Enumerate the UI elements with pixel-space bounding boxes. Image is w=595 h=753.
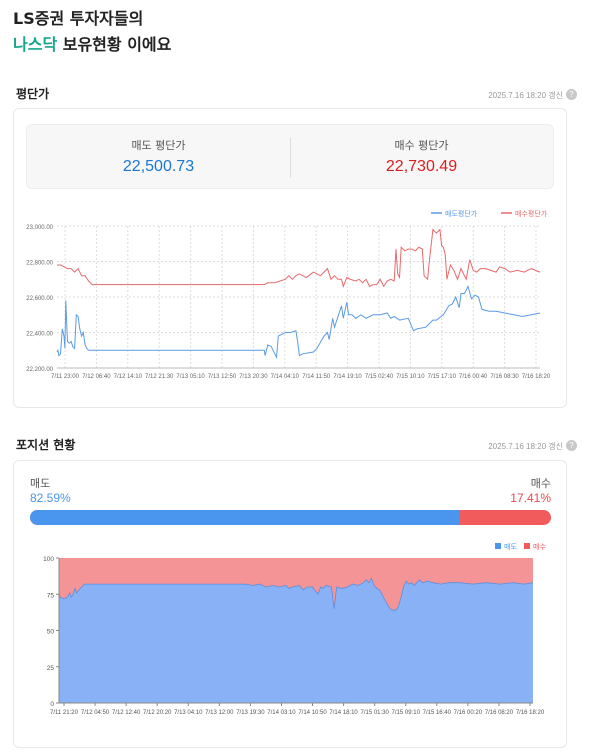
help-icon[interactable]: ? [566,89,577,100]
x-tick-label: 7/13 12:00 [205,710,234,716]
title-rest: 보유현황 이에요 [57,35,172,54]
y-tick-label: 22,800.00 [26,261,53,267]
legend-label: 매도 [504,543,517,551]
title-highlight: 나스닥 [13,35,58,54]
legend-swatch [524,543,530,549]
position-area-chart: 0 25 50 75 100 7/11 21:20 7/12 04:50 7/12 12:40… [43,543,546,716]
x-tick-label: 7/16 00:40 [459,374,488,380]
avg-price-card: 매도 평단가 22,500.73 매수 평단가 22,730.49 22,200… [13,108,567,408]
x-tick-label: 7/12 04:50 [81,710,110,716]
help-icon[interactable]: ? [566,440,577,451]
x-tick-label: 7/16 18:20 [516,710,545,716]
y-tick-label: 25 [47,665,55,672]
x-tick-label: 7/11 23:00 [51,374,80,380]
series-line [56,285,541,360]
sell-avg-value: 22,500.73 [122,158,195,175]
x-tick-label: 7/14 04:10 [271,374,300,380]
sell-position-label: 매도 [30,477,51,490]
x-tick-label: 7/14 10:50 [298,710,327,716]
x-tick-label: 7/11 21:20 [50,710,79,716]
legend-label: 매수 [533,543,546,551]
x-tick-label: 7/12 12:40 [112,710,141,716]
x-tick-label: 7/15 09:10 [392,710,421,716]
series-line [57,228,541,289]
position-heading: 포지션 현황 [16,438,76,452]
buy-avg-col: 매수 평단가 22,730.49 [290,137,553,176]
y-tick-label: 100 [43,556,54,563]
buy-avg-label: 매수 평단가 [394,139,449,152]
sell-boundary-line [58,577,534,611]
x-tick-label: 7/13 19:30 [236,710,265,716]
legend-label: 매수평단가 [515,209,548,218]
x-tick-label: 7/13 12:50 [208,374,237,380]
sell-avg-col: 매도 평단가 22,500.73 [27,137,290,176]
buy-position-pct: 17.41% [510,491,551,505]
buy-position-label: 매수 [530,477,551,490]
y-tick-label: 75 [47,592,55,599]
position-ratio-bar [30,510,551,525]
x-tick-label: 7/15 02:40 [365,374,394,380]
legend-label: 매도평단가 [445,209,478,218]
x-tick-label: 7/13 05:10 [176,374,205,380]
y-tick-label: 22,400.00 [26,332,53,338]
x-tick-label: 7/14 19:10 [333,374,362,380]
summary-divider [290,138,291,178]
position-timestamp: 2025.7.16 18:20 갱신 [488,442,563,451]
y-tick-label: 22,200.00 [26,367,53,373]
position-card: 매도 82.59% 매수 17.41% 0 25 50 75 100 7/11 21:20… [13,460,567,748]
avg-price-summary: 매도 평단가 22,500.73 매수 평단가 22,730.49 [26,124,554,189]
x-tick-label: 7/16 18:20 [522,374,551,380]
x-tick-label: 7/12 06:40 [82,374,111,380]
x-tick-label: 7/14 03:10 [267,710,296,716]
title-line-1: LS증권 투자자들의 [13,9,144,28]
y-tick-label: 22,600.00 [26,296,53,302]
x-tick-label: 7/16 00:20 [454,710,483,716]
x-tick-label: 7/13 04:10 [174,710,203,716]
buy-avg-value: 22,730.49 [385,158,458,175]
x-tick-label: 7/15 01:30 [360,710,389,716]
avg-price-timestamp: 2025.7.16 18:20 갱신 [488,91,563,100]
x-tick-label: 7/15 17:10 [428,374,457,380]
x-tick-label: 7/15 16:40 [423,710,452,716]
title-line-2: 나스닥 보유현황 이에요 [13,32,171,58]
x-tick-label: 7/12 20:20 [143,710,172,716]
x-tick-label: 7/15 10:10 [396,374,425,380]
y-tick-label: 50 [47,629,55,636]
x-tick-label: 7/12 21:30 [145,374,174,380]
y-tick-label: 23,000.00 [26,225,53,231]
legend-swatch [495,543,501,549]
avg-price-heading: 평단가 [16,87,50,101]
x-tick-label: 7/13 20:30 [239,374,268,380]
x-tick-label: 7/14 11:50 [302,374,331,380]
x-tick-label: 7/16 08:30 [490,374,519,380]
position-ratio-fill [30,510,461,525]
x-tick-label: 7/14 18:10 [329,710,358,716]
x-tick-label: 7/12 14:10 [114,374,143,380]
page-title: LS증권 투자자들의 나스닥 보유현황 이에요 [13,6,171,58]
x-tick-label: 7/16 08:20 [485,710,514,716]
y-tick-label: 0 [50,701,54,708]
avg-price-line-chart: 22,200.00 22,400.00 22,600.00 22,800.00 23,0… [26,209,551,380]
sell-position-pct: 82.59% [30,491,71,505]
sell-area [59,578,533,703]
sell-avg-label: 매도 평단가 [131,139,186,152]
